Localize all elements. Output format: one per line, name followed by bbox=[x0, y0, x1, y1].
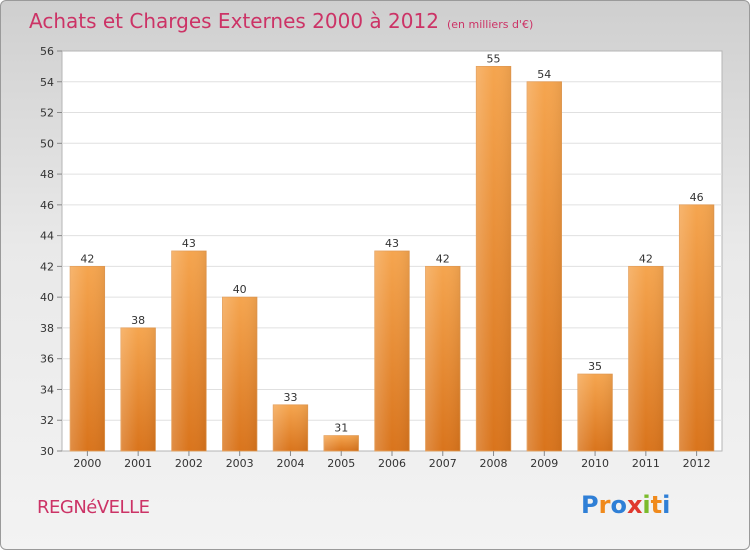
y-tick-label: 46 bbox=[40, 199, 54, 212]
proxiti-logo: Proxiti bbox=[581, 491, 670, 519]
data-label: 31 bbox=[334, 422, 348, 435]
bar-shade bbox=[70, 266, 105, 451]
chart-subtitle: (en milliers d'€) bbox=[446, 18, 534, 31]
y-tick-label: 52 bbox=[40, 107, 54, 120]
logo-letter: o bbox=[610, 491, 627, 519]
data-label: 33 bbox=[283, 391, 297, 404]
y-tick-label: 56 bbox=[40, 45, 54, 58]
data-label: 43 bbox=[385, 237, 399, 250]
y-tick-label: 54 bbox=[40, 76, 54, 89]
bar-shade bbox=[222, 297, 257, 451]
data-label: 54 bbox=[537, 68, 551, 81]
x-tick-label: 2008 bbox=[480, 457, 508, 470]
x-tick-label: 2006 bbox=[378, 457, 406, 470]
bar-shade bbox=[374, 251, 410, 451]
data-label: 35 bbox=[588, 360, 602, 373]
x-tick-label: 2011 bbox=[632, 457, 660, 470]
x-tick-label: 2003 bbox=[226, 457, 254, 470]
x-tick-label: 2004 bbox=[276, 457, 304, 470]
y-tick-label: 36 bbox=[40, 353, 54, 366]
bar-shade bbox=[577, 374, 613, 451]
logo-letter: i bbox=[642, 491, 651, 519]
x-tick-label: 2001 bbox=[124, 457, 152, 470]
x-tick-label: 2012 bbox=[683, 457, 711, 470]
x-tick-label: 2009 bbox=[530, 457, 558, 470]
data-label: 42 bbox=[80, 252, 94, 265]
y-tick-label: 50 bbox=[40, 137, 54, 150]
bar-shade bbox=[476, 66, 511, 451]
logo-letter: x bbox=[626, 491, 643, 519]
bar-shade bbox=[323, 435, 359, 451]
data-label: 43 bbox=[182, 237, 196, 250]
chart-title: Achats et Charges Externes 2000 à 2012 (e… bbox=[29, 9, 533, 33]
y-tick-label: 32 bbox=[40, 414, 54, 427]
x-tick-label: 2002 bbox=[175, 457, 203, 470]
y-tick-label: 38 bbox=[40, 322, 54, 335]
y-tick-label: 30 bbox=[40, 445, 54, 458]
logo-letter: i bbox=[662, 491, 671, 519]
logo-letter: P bbox=[581, 491, 599, 519]
x-tick-label: 2010 bbox=[581, 457, 609, 470]
bar-shade bbox=[527, 81, 562, 452]
data-label: 46 bbox=[690, 191, 704, 204]
x-tick-label: 2000 bbox=[73, 457, 101, 470]
data-label: 42 bbox=[639, 252, 653, 265]
data-label: 55 bbox=[487, 52, 501, 65]
data-label: 42 bbox=[436, 252, 450, 265]
x-tick-label: 2005 bbox=[327, 457, 355, 470]
y-tick-label: 40 bbox=[40, 291, 54, 304]
y-tick-label: 34 bbox=[40, 383, 54, 396]
bar-shade bbox=[273, 404, 308, 451]
bar-shade bbox=[171, 251, 207, 451]
x-tick-label: 2007 bbox=[429, 457, 457, 470]
y-tick-label: 48 bbox=[40, 168, 54, 181]
y-tick-label: 42 bbox=[40, 260, 54, 273]
y-tick-label: 44 bbox=[40, 230, 54, 243]
chart-title-text: Achats et Charges Externes 2000 à 2012 bbox=[29, 9, 439, 33]
commune-name: REGNéVELLE bbox=[37, 497, 150, 518]
logo-letter: t bbox=[650, 491, 663, 519]
data-label: 40 bbox=[233, 283, 247, 296]
bar-shade bbox=[120, 327, 156, 451]
bar-shade bbox=[679, 204, 714, 451]
bar-shade bbox=[628, 266, 664, 451]
logo-letter: r bbox=[598, 491, 611, 519]
data-label: 38 bbox=[131, 314, 145, 327]
bar-shade bbox=[425, 266, 461, 451]
